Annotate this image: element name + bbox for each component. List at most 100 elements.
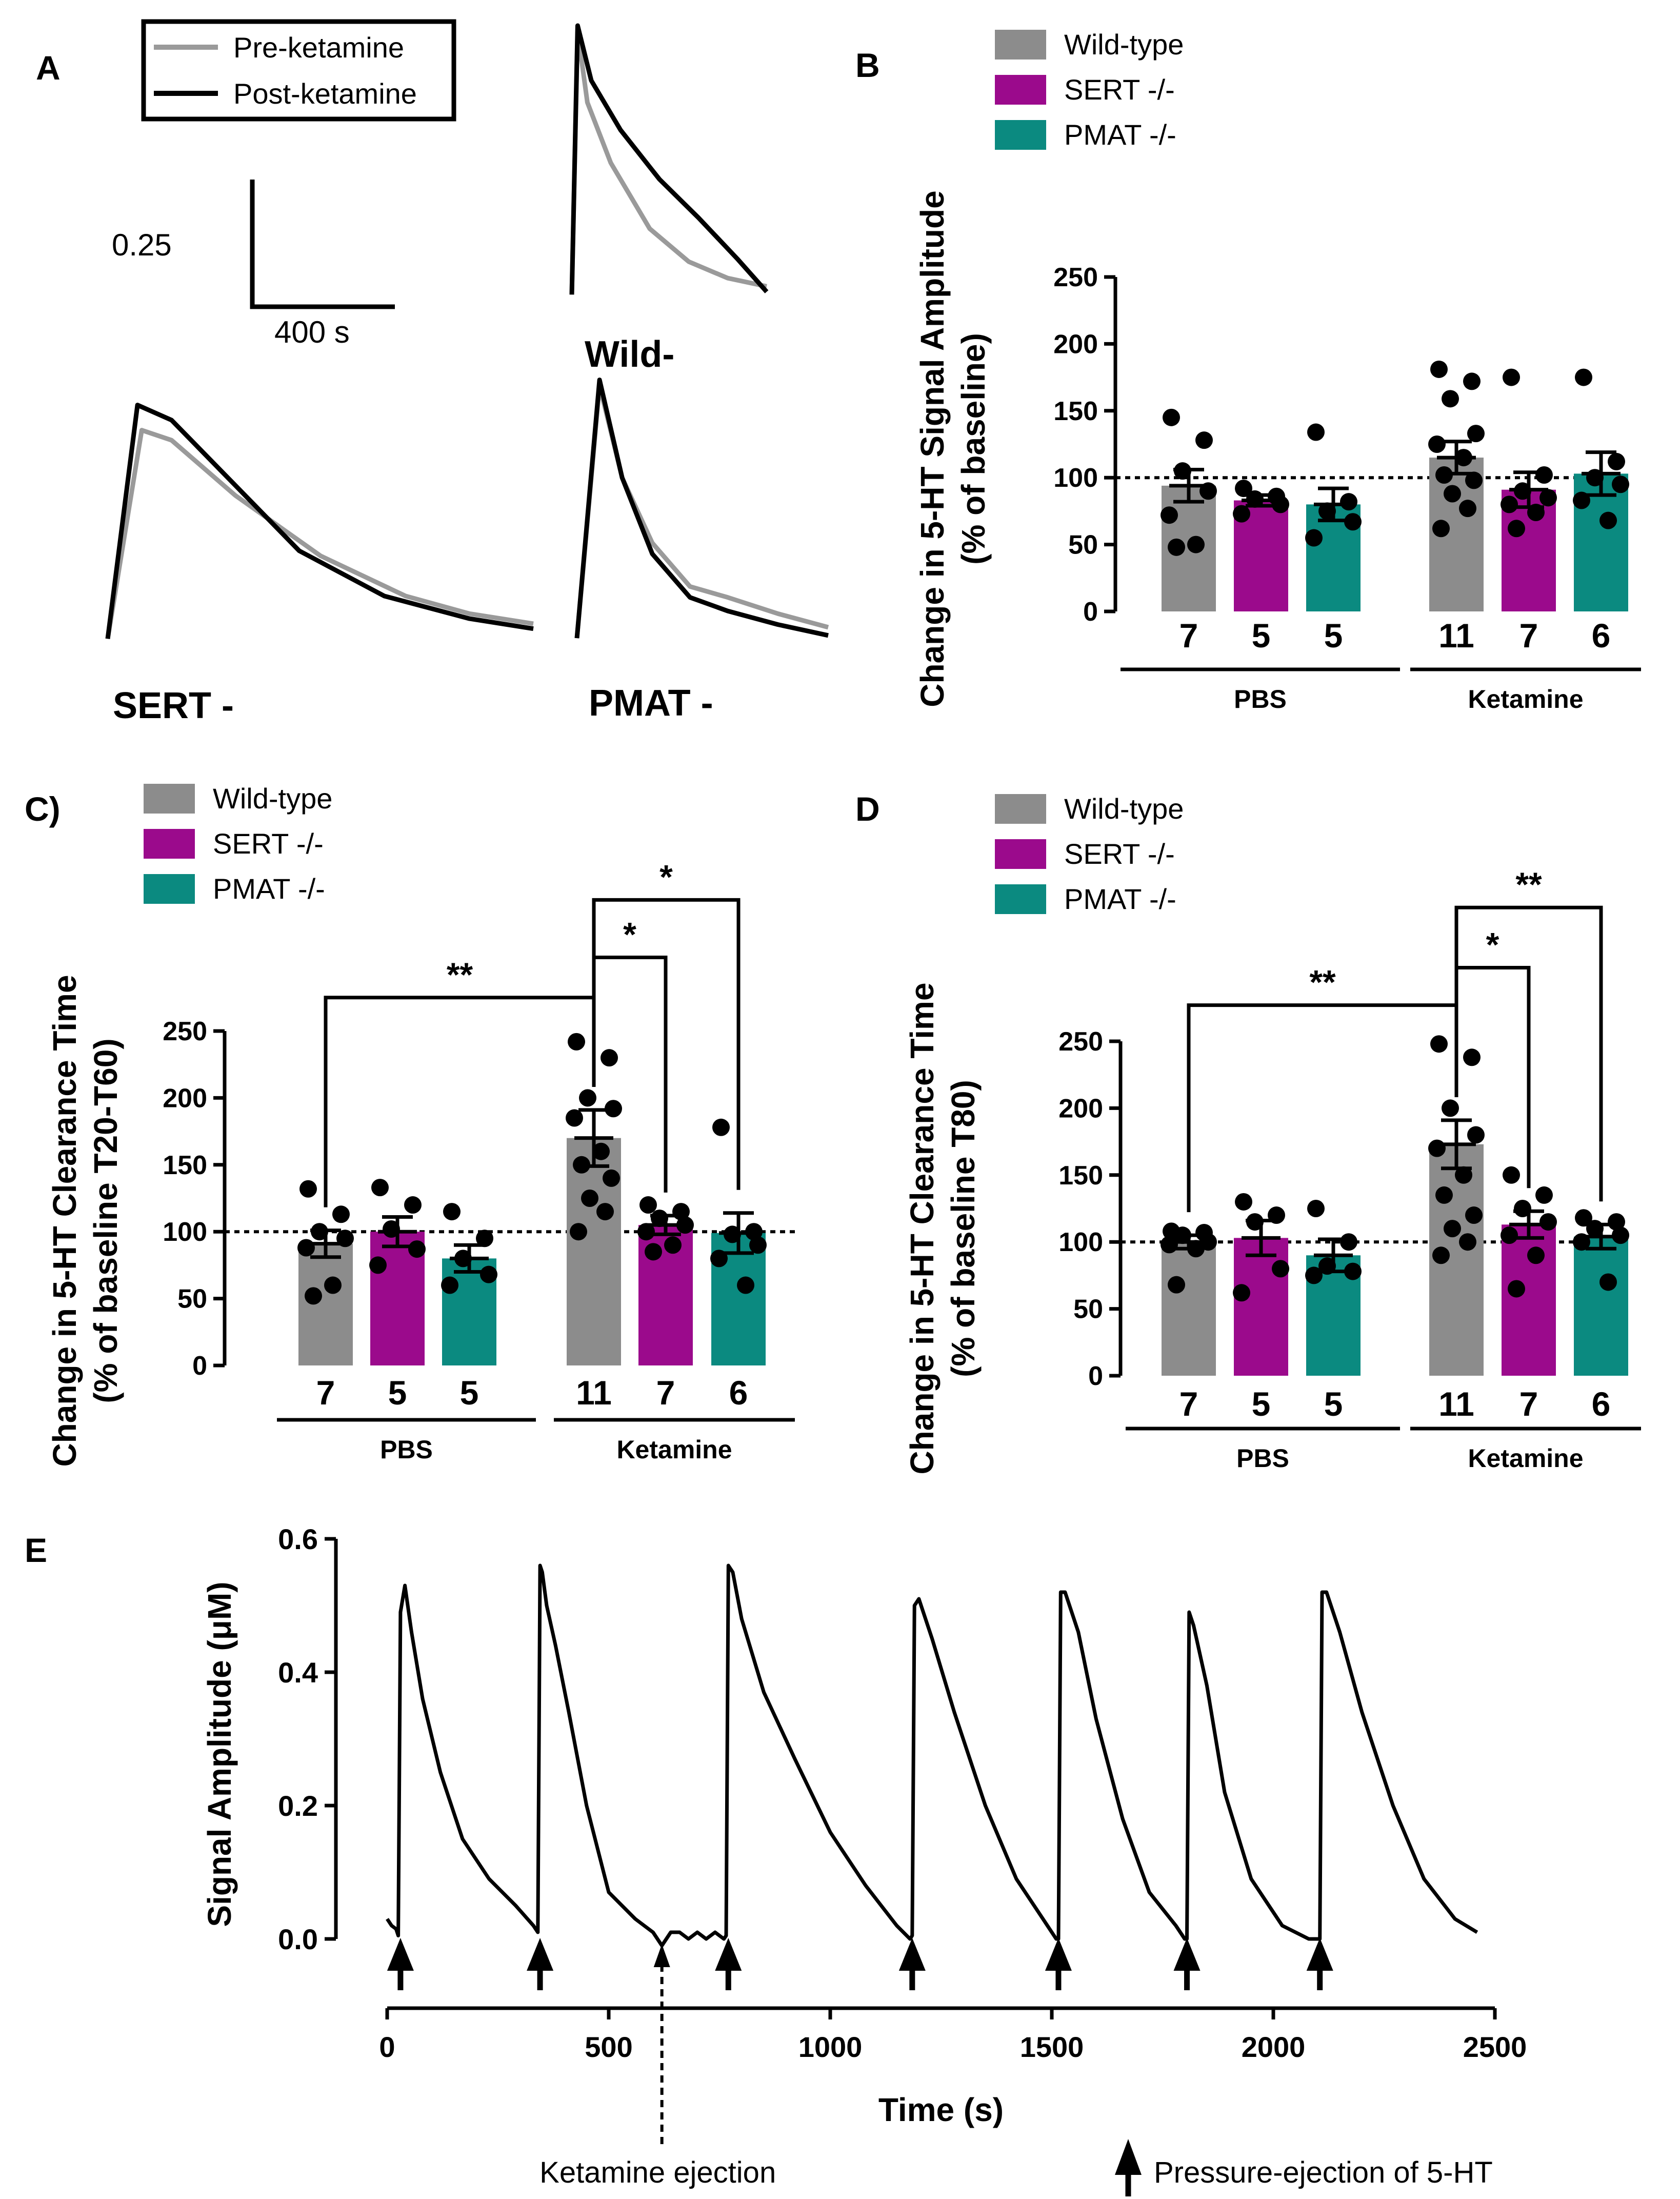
data-point bbox=[737, 1276, 754, 1294]
data-point bbox=[1246, 1213, 1264, 1231]
data-point bbox=[1340, 493, 1357, 511]
trace-post-ketamine bbox=[574, 378, 829, 639]
data-point bbox=[1442, 390, 1459, 408]
data-point bbox=[1430, 360, 1448, 378]
legend-swatch-c-0 bbox=[144, 784, 195, 814]
y-tick-label: 250 bbox=[1053, 263, 1098, 292]
group-label: Ketamine bbox=[1468, 1444, 1583, 1473]
data-point bbox=[1268, 1206, 1285, 1224]
signal-trace bbox=[386, 1563, 1478, 1948]
y-axis-label-line2: (% of baseline T80) bbox=[945, 1080, 982, 1377]
y-tick-label: 150 bbox=[1053, 397, 1098, 426]
data-point bbox=[1307, 1200, 1325, 1217]
data-point bbox=[311, 1223, 328, 1241]
data-point bbox=[1527, 504, 1545, 522]
data-point bbox=[1465, 471, 1483, 489]
data-point bbox=[1305, 529, 1323, 547]
data-point bbox=[1432, 520, 1450, 538]
data-point bbox=[1459, 500, 1476, 518]
data-point bbox=[1467, 425, 1485, 443]
n-label: 7 bbox=[1519, 1385, 1538, 1423]
significance-label: * bbox=[1486, 926, 1499, 964]
data-point bbox=[568, 1033, 585, 1051]
data-point bbox=[297, 1239, 315, 1257]
data-point bbox=[1174, 1226, 1191, 1244]
legend-label-b-0: Wild-type bbox=[1064, 28, 1184, 61]
group-label: Ketamine bbox=[1468, 685, 1583, 714]
n-label: 7 bbox=[1179, 617, 1198, 655]
x-tick-label: 500 bbox=[585, 2031, 632, 2063]
data-point bbox=[1575, 1209, 1592, 1227]
data-point bbox=[1575, 368, 1592, 386]
data-point bbox=[710, 1250, 728, 1267]
data-point bbox=[1344, 1262, 1362, 1280]
y-axis-label-line2: (% of baseline) bbox=[955, 333, 992, 565]
legend-swatch-d-0 bbox=[995, 794, 1046, 824]
n-label: 7 bbox=[1519, 617, 1538, 655]
x-tick-label: 2500 bbox=[1463, 2031, 1527, 2063]
legend-label-post: Post-ketamine bbox=[233, 77, 417, 110]
data-point bbox=[1612, 1226, 1629, 1244]
y-tick-label: 0.6 bbox=[278, 1523, 318, 1555]
data-point bbox=[480, 1265, 497, 1283]
n-label: 7 bbox=[656, 1374, 675, 1412]
y-tick-label: 0 bbox=[192, 1351, 207, 1381]
scale-bar bbox=[250, 180, 395, 309]
group-label: Ketamine bbox=[616, 1435, 732, 1464]
legend-label-c-2: PMAT -/- bbox=[213, 873, 325, 905]
legend-label-b-1: SERT -/- bbox=[1064, 73, 1175, 106]
n-label: 5 bbox=[1252, 617, 1271, 655]
data-point bbox=[592, 1142, 610, 1160]
data-point bbox=[441, 1276, 458, 1294]
ejection-arrow-head bbox=[1045, 1938, 1072, 1971]
data-point bbox=[1272, 496, 1289, 513]
data-point bbox=[1235, 480, 1252, 498]
panel-label-e: E bbox=[25, 1531, 47, 1569]
data-point bbox=[1535, 466, 1553, 484]
data-point bbox=[601, 1049, 618, 1067]
bar-c-0 bbox=[298, 1243, 353, 1365]
n-label: 6 bbox=[1592, 617, 1611, 655]
n-label: 11 bbox=[1438, 617, 1474, 655]
y-tick-label: 150 bbox=[163, 1151, 207, 1180]
data-point bbox=[1428, 1139, 1446, 1157]
data-point bbox=[1195, 431, 1213, 449]
data-point bbox=[1455, 449, 1472, 467]
panel-e: E 0.0 0.2 0.4 0.6 Signal Amplitude (μM) 0 500 10… bbox=[25, 1523, 1527, 2196]
data-point bbox=[371, 1179, 389, 1197]
n-label: 6 bbox=[1592, 1385, 1611, 1423]
group-label: PBS bbox=[1234, 685, 1287, 714]
significance-label: ** bbox=[447, 956, 473, 994]
legend-label-d-0: Wild-type bbox=[1064, 793, 1184, 825]
significance-label: * bbox=[623, 916, 636, 954]
data-point bbox=[1539, 489, 1557, 507]
data-point bbox=[1459, 1233, 1476, 1251]
data-point bbox=[1161, 506, 1178, 524]
ejection-arrow-head bbox=[715, 1938, 742, 1971]
significance-label: ** bbox=[1515, 865, 1542, 903]
trace-label: Wild- bbox=[585, 334, 674, 375]
data-point bbox=[1318, 502, 1336, 520]
n-label: 11 bbox=[1438, 1385, 1474, 1423]
data-point bbox=[645, 1243, 662, 1261]
data-point bbox=[476, 1230, 493, 1247]
legend-arrow-head bbox=[1115, 2139, 1142, 2175]
legend-swatch-b-0 bbox=[995, 30, 1046, 60]
ejection-arrow-head bbox=[527, 1938, 554, 1971]
legend-swatch-c-2 bbox=[144, 874, 195, 904]
ejection-arrow-head bbox=[898, 1938, 926, 1971]
data-point bbox=[1508, 520, 1525, 538]
data-point bbox=[651, 1210, 668, 1227]
y-tick-label: 50 bbox=[177, 1284, 207, 1314]
ketamine-arrow-head bbox=[653, 1944, 670, 1967]
significance-bracket bbox=[1454, 905, 1603, 1202]
data-point bbox=[1442, 1099, 1459, 1117]
data-point bbox=[1272, 1260, 1289, 1278]
y-tick-label: 0.0 bbox=[278, 1923, 318, 1955]
data-point bbox=[1163, 408, 1180, 426]
n-label: 5 bbox=[460, 1374, 479, 1412]
data-point bbox=[1305, 1266, 1323, 1284]
n-label: 11 bbox=[576, 1374, 612, 1412]
data-point bbox=[324, 1276, 342, 1294]
x-tick-label: 1500 bbox=[1020, 2031, 1084, 2063]
